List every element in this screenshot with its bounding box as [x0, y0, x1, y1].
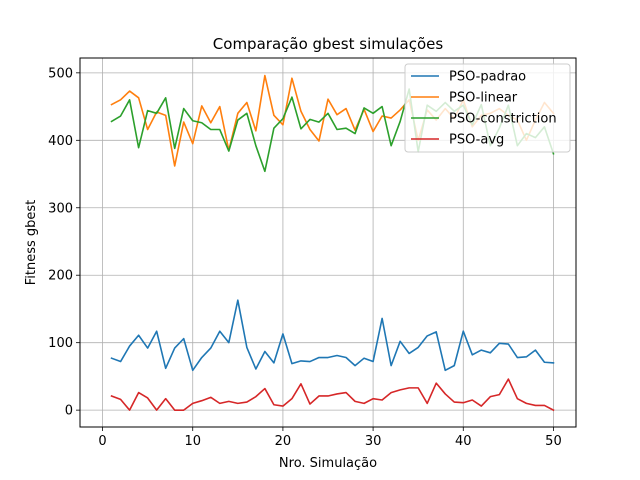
- x-tick-label: 0: [98, 434, 106, 449]
- plot-frame: [79, 57, 577, 428]
- x-tick-label: 30: [365, 434, 382, 449]
- y-tick-label: 300: [48, 201, 73, 216]
- y-tick-label: 100: [48, 336, 73, 351]
- y-axis-label: Fitness gbest: [24, 200, 39, 286]
- series-line-pso-avg: [110, 378, 555, 412]
- x-tick-label: 20: [275, 434, 292, 449]
- y-tick-label: 500: [48, 66, 73, 81]
- x-tick-label: 40: [455, 434, 472, 449]
- x-tick-label: 50: [545, 434, 562, 449]
- legend-label: PSO-constriction: [449, 112, 557, 127]
- x-tick-label: 10: [184, 434, 201, 449]
- y-tick-label: 200: [48, 269, 73, 284]
- legend-label: PSO-linear: [449, 91, 518, 106]
- y-tick-label: 400: [48, 134, 73, 149]
- series-line-pso-padrao: [110, 299, 555, 372]
- legend-label: PSO-padrao: [449, 70, 526, 85]
- y-tick-label: 0: [65, 404, 73, 419]
- x-axis-label: Nro. Simulação: [279, 456, 377, 471]
- legend: PSO-padrao PSO-linear PSO-constriction PSO-…: [404, 63, 571, 153]
- legend-label: PSO-avg: [449, 133, 504, 148]
- legend-box: [404, 63, 571, 153]
- chart-title: Comparação gbest simulações: [213, 35, 444, 53]
